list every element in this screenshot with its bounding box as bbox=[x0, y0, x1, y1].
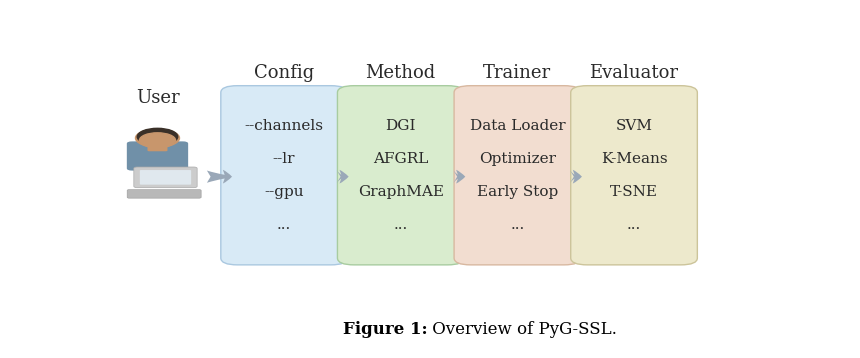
Text: DGI: DGI bbox=[385, 118, 416, 133]
Text: AFGRL: AFGRL bbox=[373, 152, 428, 166]
Text: ...: ... bbox=[394, 218, 408, 232]
Text: --gpu: --gpu bbox=[264, 185, 304, 199]
Circle shape bbox=[136, 129, 180, 147]
Text: Overview of PyG-SSL.: Overview of PyG-SSL. bbox=[427, 321, 617, 338]
Text: K-Means: K-Means bbox=[601, 152, 667, 166]
FancyBboxPatch shape bbox=[140, 170, 191, 185]
Text: --lr: --lr bbox=[273, 152, 295, 166]
FancyBboxPatch shape bbox=[454, 86, 580, 265]
Text: Early Stop: Early Stop bbox=[476, 185, 558, 199]
Text: --channels: --channels bbox=[244, 118, 323, 133]
FancyBboxPatch shape bbox=[148, 139, 168, 151]
Text: Method: Method bbox=[366, 64, 436, 82]
FancyBboxPatch shape bbox=[337, 86, 464, 265]
Text: T-SNE: T-SNE bbox=[610, 185, 658, 199]
Text: Trainer: Trainer bbox=[483, 64, 551, 82]
FancyBboxPatch shape bbox=[127, 190, 201, 198]
FancyBboxPatch shape bbox=[571, 86, 697, 265]
Circle shape bbox=[139, 133, 175, 148]
Circle shape bbox=[138, 128, 178, 145]
Text: ...: ... bbox=[277, 218, 292, 232]
FancyBboxPatch shape bbox=[126, 141, 188, 171]
FancyBboxPatch shape bbox=[221, 86, 347, 265]
Text: User: User bbox=[136, 89, 179, 107]
Text: Data Loader: Data Loader bbox=[470, 118, 565, 133]
Text: GraphMAE: GraphMAE bbox=[358, 185, 444, 199]
Text: Evaluator: Evaluator bbox=[590, 64, 679, 82]
Text: ...: ... bbox=[627, 218, 642, 232]
Text: SVM: SVM bbox=[616, 118, 653, 133]
Text: Optimizer: Optimizer bbox=[479, 152, 556, 166]
Text: Config: Config bbox=[254, 64, 314, 82]
Text: ...: ... bbox=[510, 218, 525, 232]
Text: Figure 1:: Figure 1: bbox=[343, 321, 427, 338]
FancyBboxPatch shape bbox=[134, 167, 197, 188]
